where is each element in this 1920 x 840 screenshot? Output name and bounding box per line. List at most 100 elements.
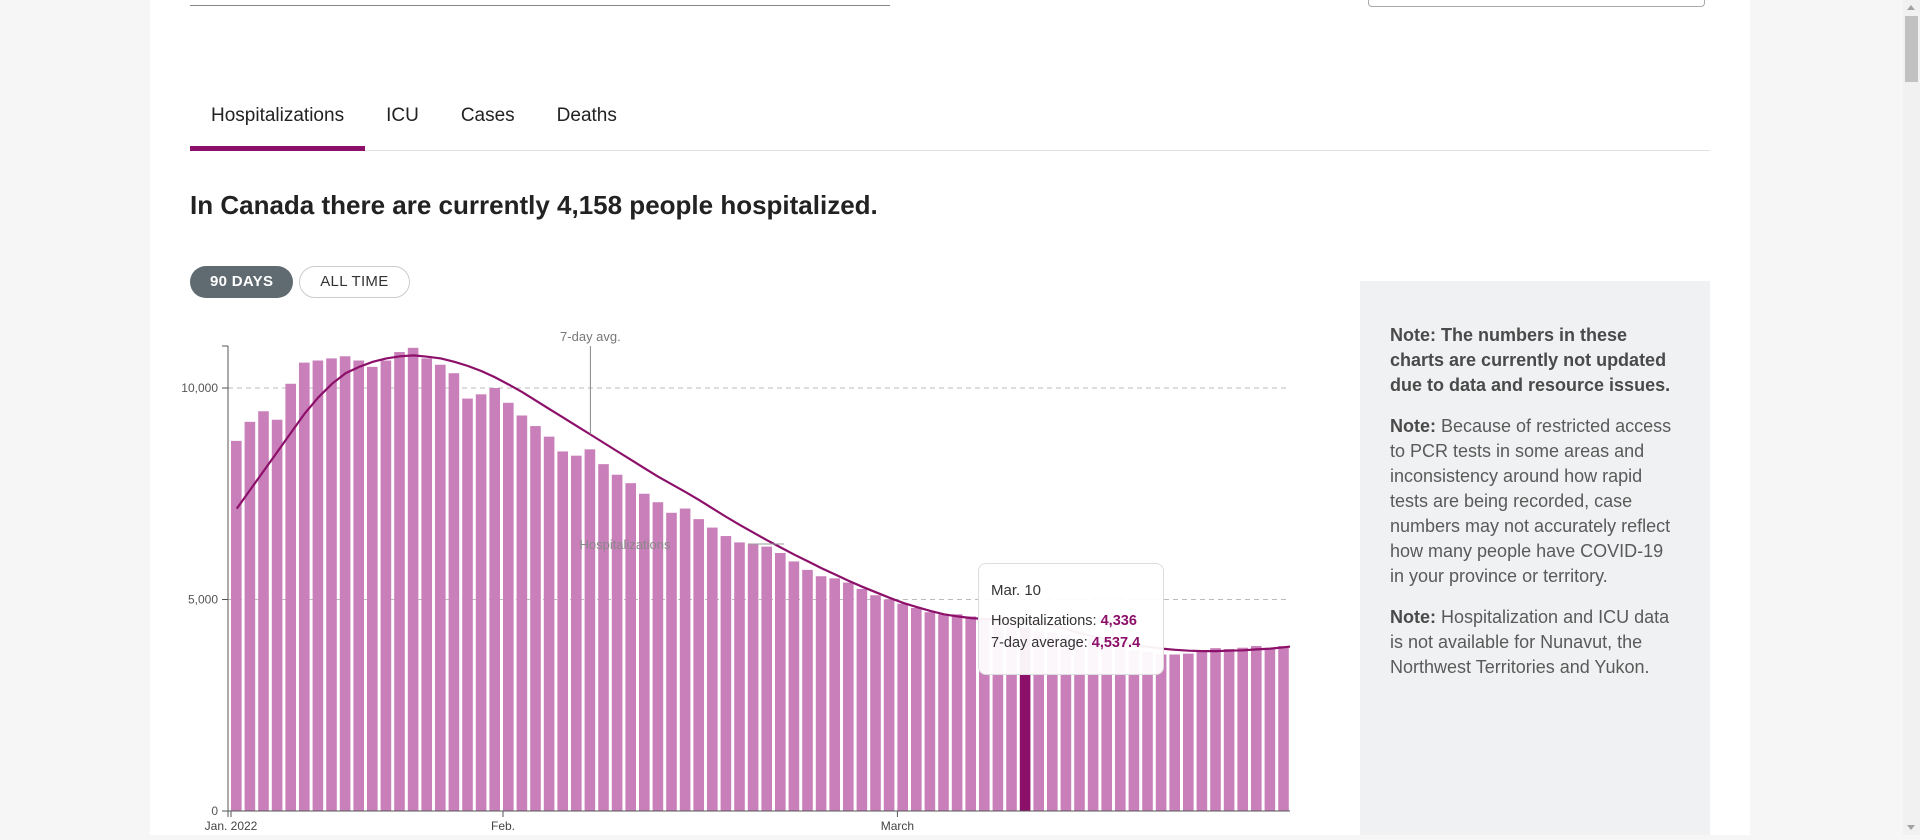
bar <box>407 347 419 811</box>
bar <box>734 542 745 811</box>
bar <box>1223 648 1235 811</box>
bar <box>1210 648 1221 811</box>
tooltip-date: Mar. 10 <box>991 582 1042 599</box>
bar <box>244 421 256 811</box>
range-90-days-button[interactable]: 90 DAYS <box>190 266 294 298</box>
bar <box>503 402 514 811</box>
bar <box>843 582 854 811</box>
tooltip-average-row: 7-day average: 4,537.4 <box>991 635 1151 651</box>
scroll-down-icon[interactable] <box>1907 825 1915 830</box>
bar <box>1060 634 1072 811</box>
x-tick-label: March <box>881 819 914 833</box>
bar <box>951 614 963 811</box>
bar <box>1087 637 1099 811</box>
bar <box>448 373 460 811</box>
y-tick-label: 10,000 <box>181 381 218 395</box>
note-testing-text: Because of restricted access to PCR test… <box>1390 416 1672 586</box>
bar <box>611 474 623 811</box>
bar <box>571 455 582 811</box>
region-select[interactable] <box>1368 0 1705 7</box>
bar <box>584 449 596 811</box>
y-tick-label: 0 <box>211 804 218 818</box>
note-data-issues: Note: The numbers in these charts are cu… <box>1390 323 1680 398</box>
page-content: Hospitalizations ICU Cases Deaths In Can… <box>150 0 1750 835</box>
bar <box>856 588 868 811</box>
bar <box>897 603 908 811</box>
note-testing: Note: Because of restricted access to PC… <box>1390 414 1680 589</box>
bar <box>394 352 405 811</box>
range-toggle: 90 DAYS ALL TIME <box>190 266 410 298</box>
bar <box>1155 654 1167 811</box>
bar <box>380 360 392 811</box>
tab-deaths[interactable]: Deaths <box>556 105 617 126</box>
bar <box>1006 622 1017 811</box>
bar <box>271 419 283 811</box>
tab-icu[interactable]: ICU <box>386 105 419 126</box>
page-scrollbar[interactable] <box>1903 0 1920 835</box>
bar <box>938 614 949 811</box>
bar <box>1169 654 1180 811</box>
bar <box>258 411 269 811</box>
bar <box>747 544 759 811</box>
bar <box>1196 650 1208 811</box>
bar <box>1264 648 1276 811</box>
tooltip-avg-label: 7-day average: <box>991 635 1092 651</box>
hospitalizations-annotation-label: Hospitalizations <box>579 537 671 552</box>
bar <box>598 464 609 811</box>
scroll-thumb[interactable] <box>1905 16 1918 82</box>
bar <box>326 358 337 811</box>
bar <box>815 576 827 811</box>
bar <box>1251 646 1262 811</box>
bar <box>543 436 555 811</box>
metric-tabs: Hospitalizations ICU Cases Deaths <box>190 98 1710 151</box>
bar <box>285 383 296 811</box>
bar <box>1101 643 1112 811</box>
note-territories: Note: Hospitalization and ICU data is no… <box>1390 605 1680 680</box>
bar <box>625 483 636 811</box>
bar <box>1142 651 1153 811</box>
bar <box>707 527 718 811</box>
bar <box>693 519 704 811</box>
bar <box>367 366 378 811</box>
note-territories-prefix: Note: <box>1390 607 1436 627</box>
bar <box>761 546 772 811</box>
bar <box>231 440 242 811</box>
bar <box>1047 632 1058 811</box>
tooltip-hosp-value: 4,336 <box>1100 613 1137 629</box>
bar <box>775 552 786 811</box>
bar <box>992 620 1004 811</box>
bar <box>312 360 324 811</box>
notes-panel: Note: The numbers in these charts are cu… <box>1360 281 1710 835</box>
bar <box>829 578 840 811</box>
tab-hospitalizations[interactable]: Hospitalizations <box>190 98 366 151</box>
bar <box>802 569 813 811</box>
bar <box>1033 631 1044 811</box>
bar <box>353 360 364 811</box>
bar <box>870 595 881 811</box>
bar <box>530 426 541 811</box>
bar <box>299 362 310 811</box>
x-tick-label: Jan. 2022 <box>205 819 258 833</box>
y-tick-label: 5,000 <box>188 593 218 607</box>
bar <box>489 388 500 811</box>
bar <box>1115 646 1126 811</box>
tooltip-hospitalizations-row: Hospitalizations: 4,336 <box>991 613 1151 629</box>
bar <box>883 599 895 811</box>
note-data-issues-text: Note: The numbers in these charts are cu… <box>1390 325 1671 395</box>
bar <box>1278 646 1289 811</box>
bar <box>462 398 473 811</box>
bar <box>1128 650 1140 811</box>
tooltip-avg-value: 4,537.4 <box>1091 635 1141 651</box>
range-all-time-button[interactable]: ALL TIME <box>299 266 410 298</box>
bar <box>339 356 351 811</box>
bar <box>475 394 487 811</box>
bar <box>979 618 990 811</box>
bar <box>1019 627 1031 811</box>
bar <box>924 612 936 811</box>
scroll-up-icon[interactable] <box>1907 5 1915 10</box>
bar <box>639 493 650 811</box>
hospitalizations-chart: 0 5,000 10,000 Jan. 2022 Feb. March 7-day avg.… <box>170 320 1318 840</box>
bar <box>652 502 664 811</box>
tab-cases[interactable]: Cases <box>460 105 515 126</box>
chart-tooltip: Mar. 10 Hospitalizations: 4,336 7-day av… <box>978 563 1164 675</box>
